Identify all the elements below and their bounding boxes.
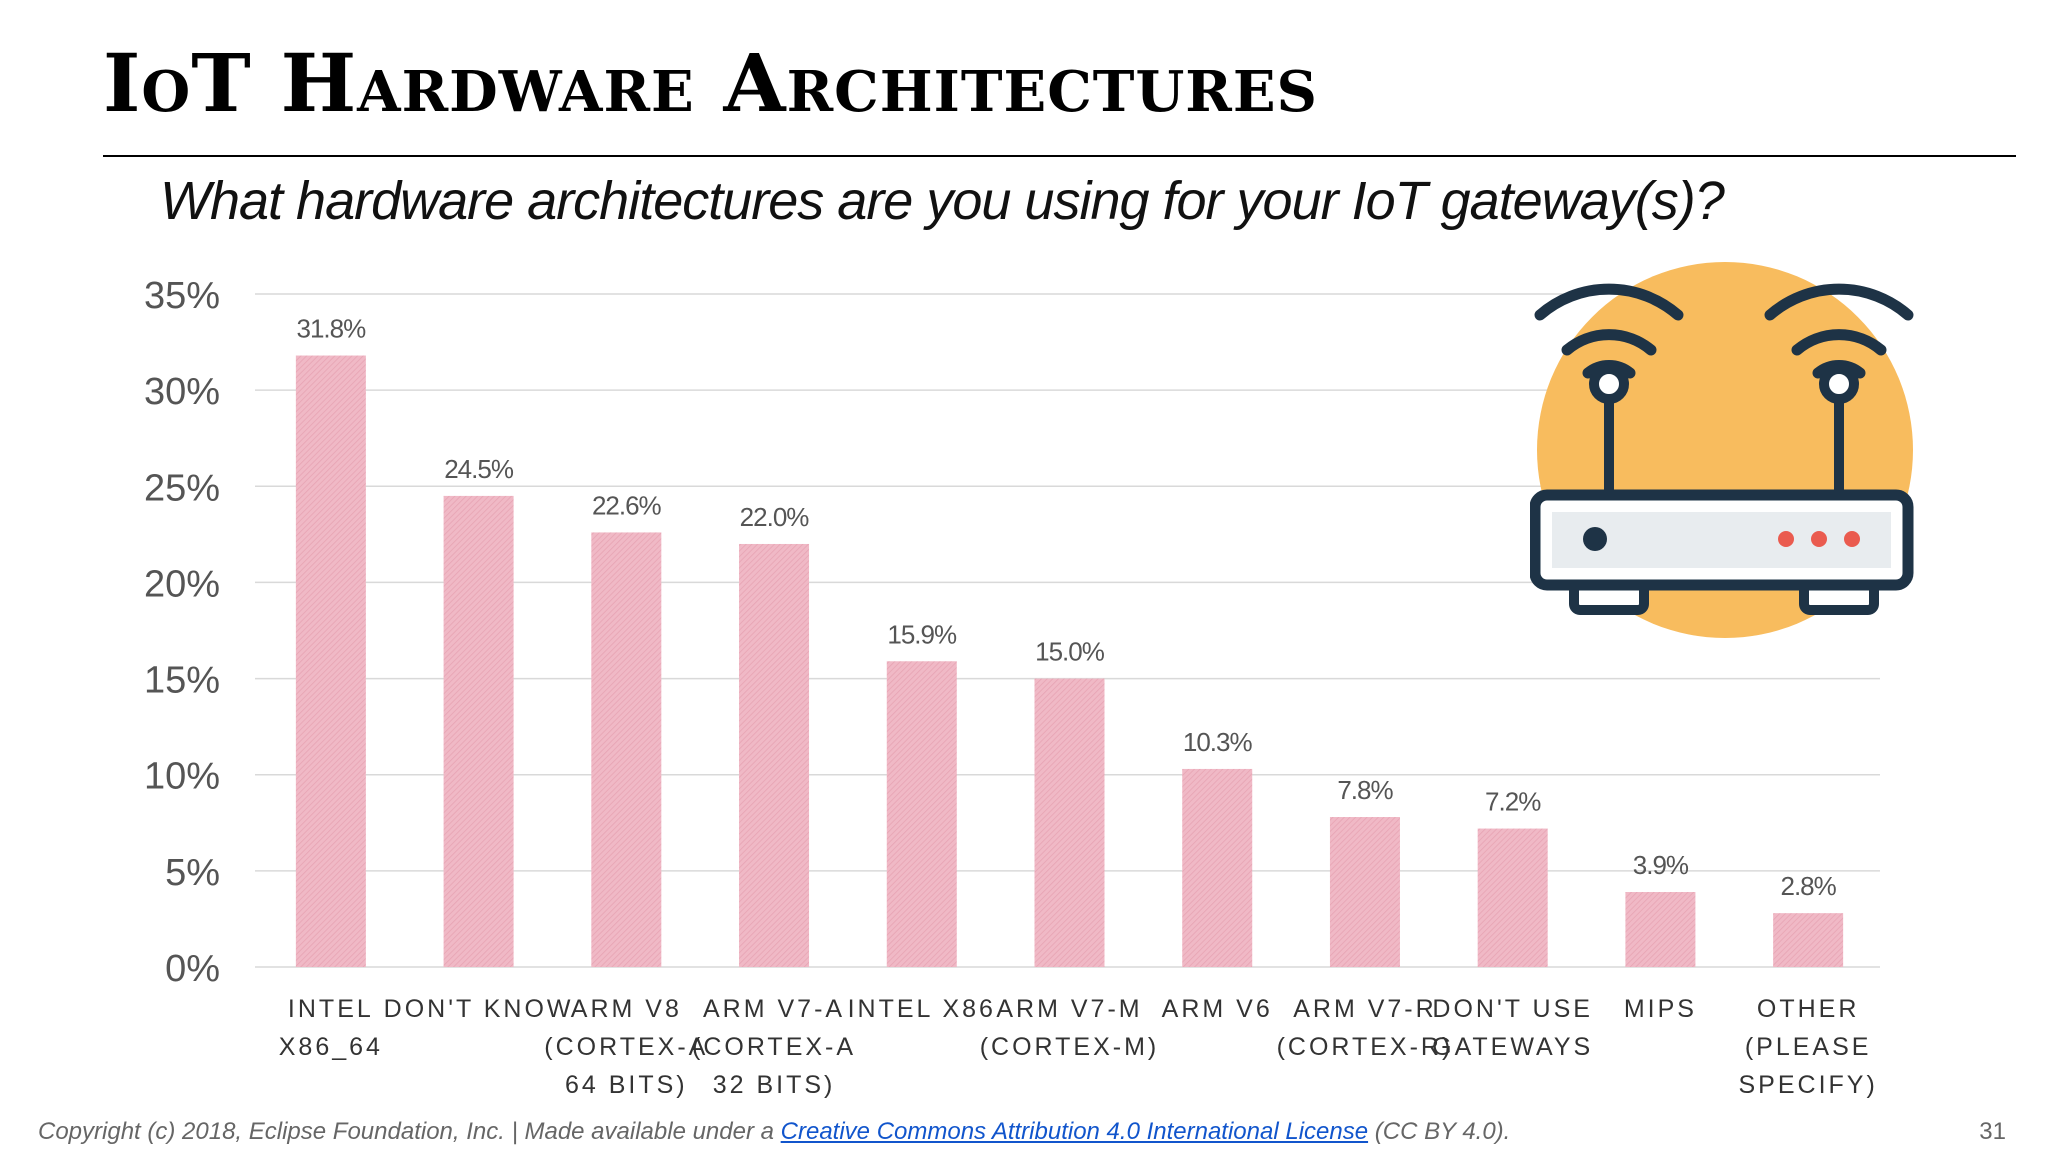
data-label: 3.9% [1633,850,1689,880]
x-tick-label: INTEL [288,995,374,1023]
x-tick-label: ARM V7-M [996,995,1142,1023]
y-axis: 0% 5% 10% 15% 20% 25% 30% 35% [144,275,220,990]
data-label: 15.9% [887,619,957,649]
data-label: 22.0% [740,502,810,532]
bar [1625,892,1696,967]
x-tick-label: SPECIFY) [1738,1071,1877,1099]
router-status-light [1778,531,1794,547]
x-tick-label: (CORTEX-R) [1277,1033,1454,1061]
y-tick-label: 5% [165,852,220,894]
footer-suffix: (CC BY 4.0). [1368,1118,1511,1145]
x-tick-label: X86_64 [279,1033,383,1061]
x-tick-label: OTHER [1757,995,1860,1023]
x-tick-label: (PLEASE [1745,1033,1872,1061]
bar [443,495,514,967]
y-tick-label: 25% [144,467,220,509]
router-status-light [1844,531,1860,547]
x-tick-label: ARM V6 [1162,995,1273,1023]
router-power-light [1583,527,1607,551]
data-label: 10.3% [1183,727,1253,757]
x-tick-label: ARM V7-R [1293,995,1436,1023]
x-tick-label: INTEL X86 [848,995,996,1023]
bar [1329,817,1400,967]
bar [1034,678,1105,967]
router-panel [1552,512,1891,568]
x-tick-label: 64 BITS) [565,1071,688,1099]
page-number: 31 [1979,1118,2006,1145]
data-label: 2.8% [1781,871,1837,901]
x-tick-label: 32 BITS) [713,1071,836,1099]
copyright-footer: Copyright (c) 2018, Eclipse Foundation, … [38,1118,1510,1146]
x-tick-label: ARM V8 [571,995,682,1023]
data-label: 7.8% [1337,775,1393,805]
data-label: 31.8% [296,314,366,344]
slide-title: IoT Hardware Architectures [103,36,1318,130]
x-tick-label: (CORTEX-A [692,1033,856,1061]
data-label: 24.5% [444,454,514,484]
y-tick-label: 10% [144,756,220,798]
left-antenna-tip [1589,364,1629,404]
bar [739,543,810,967]
data-label: 15.0% [1035,637,1105,667]
survey-question: What hardware architectures are you usin… [160,171,1725,231]
x-tick-label: ARM V7-A [703,995,845,1023]
bar [886,661,957,967]
bar [1477,828,1548,967]
footer-text: Copyright (c) 2018, Eclipse Foundation, … [38,1118,781,1145]
router-status-light [1811,531,1827,547]
x-tick-label: DON'T USE [1432,995,1593,1023]
y-tick-label: 20% [144,563,220,605]
title-divider [103,155,2016,157]
y-tick-label: 15% [144,660,220,702]
bars [295,355,1844,967]
bar [295,355,366,967]
y-tick-label: 30% [144,371,220,413]
bar [591,532,662,967]
bar [1773,913,1844,967]
data-label: 7.2% [1485,787,1541,817]
value-labels: 31.8% 24.5% 22.6% 22.0% 15.9% 15.0% 10.3% 7.8% 7… [296,314,1837,902]
license-link[interactable]: Creative Commons Attribution 4.0 Interna… [780,1118,1369,1145]
x-tick-label: DON'T KNOW [384,995,574,1023]
data-label: 22.6% [592,490,662,520]
y-tick-label: 35% [144,275,220,317]
right-antenna-tip [1819,364,1859,404]
wifi-router-icon [1530,262,1914,638]
bar [1182,768,1253,967]
x-tick-label: (CORTEX-A [544,1033,708,1061]
x-tick-label: MIPS [1624,995,1697,1023]
y-tick-label: 0% [165,948,220,990]
x-tick-label: (CORTEX-M) [980,1033,1160,1061]
x-tick-label: GATEWAYS [1432,1033,1593,1061]
